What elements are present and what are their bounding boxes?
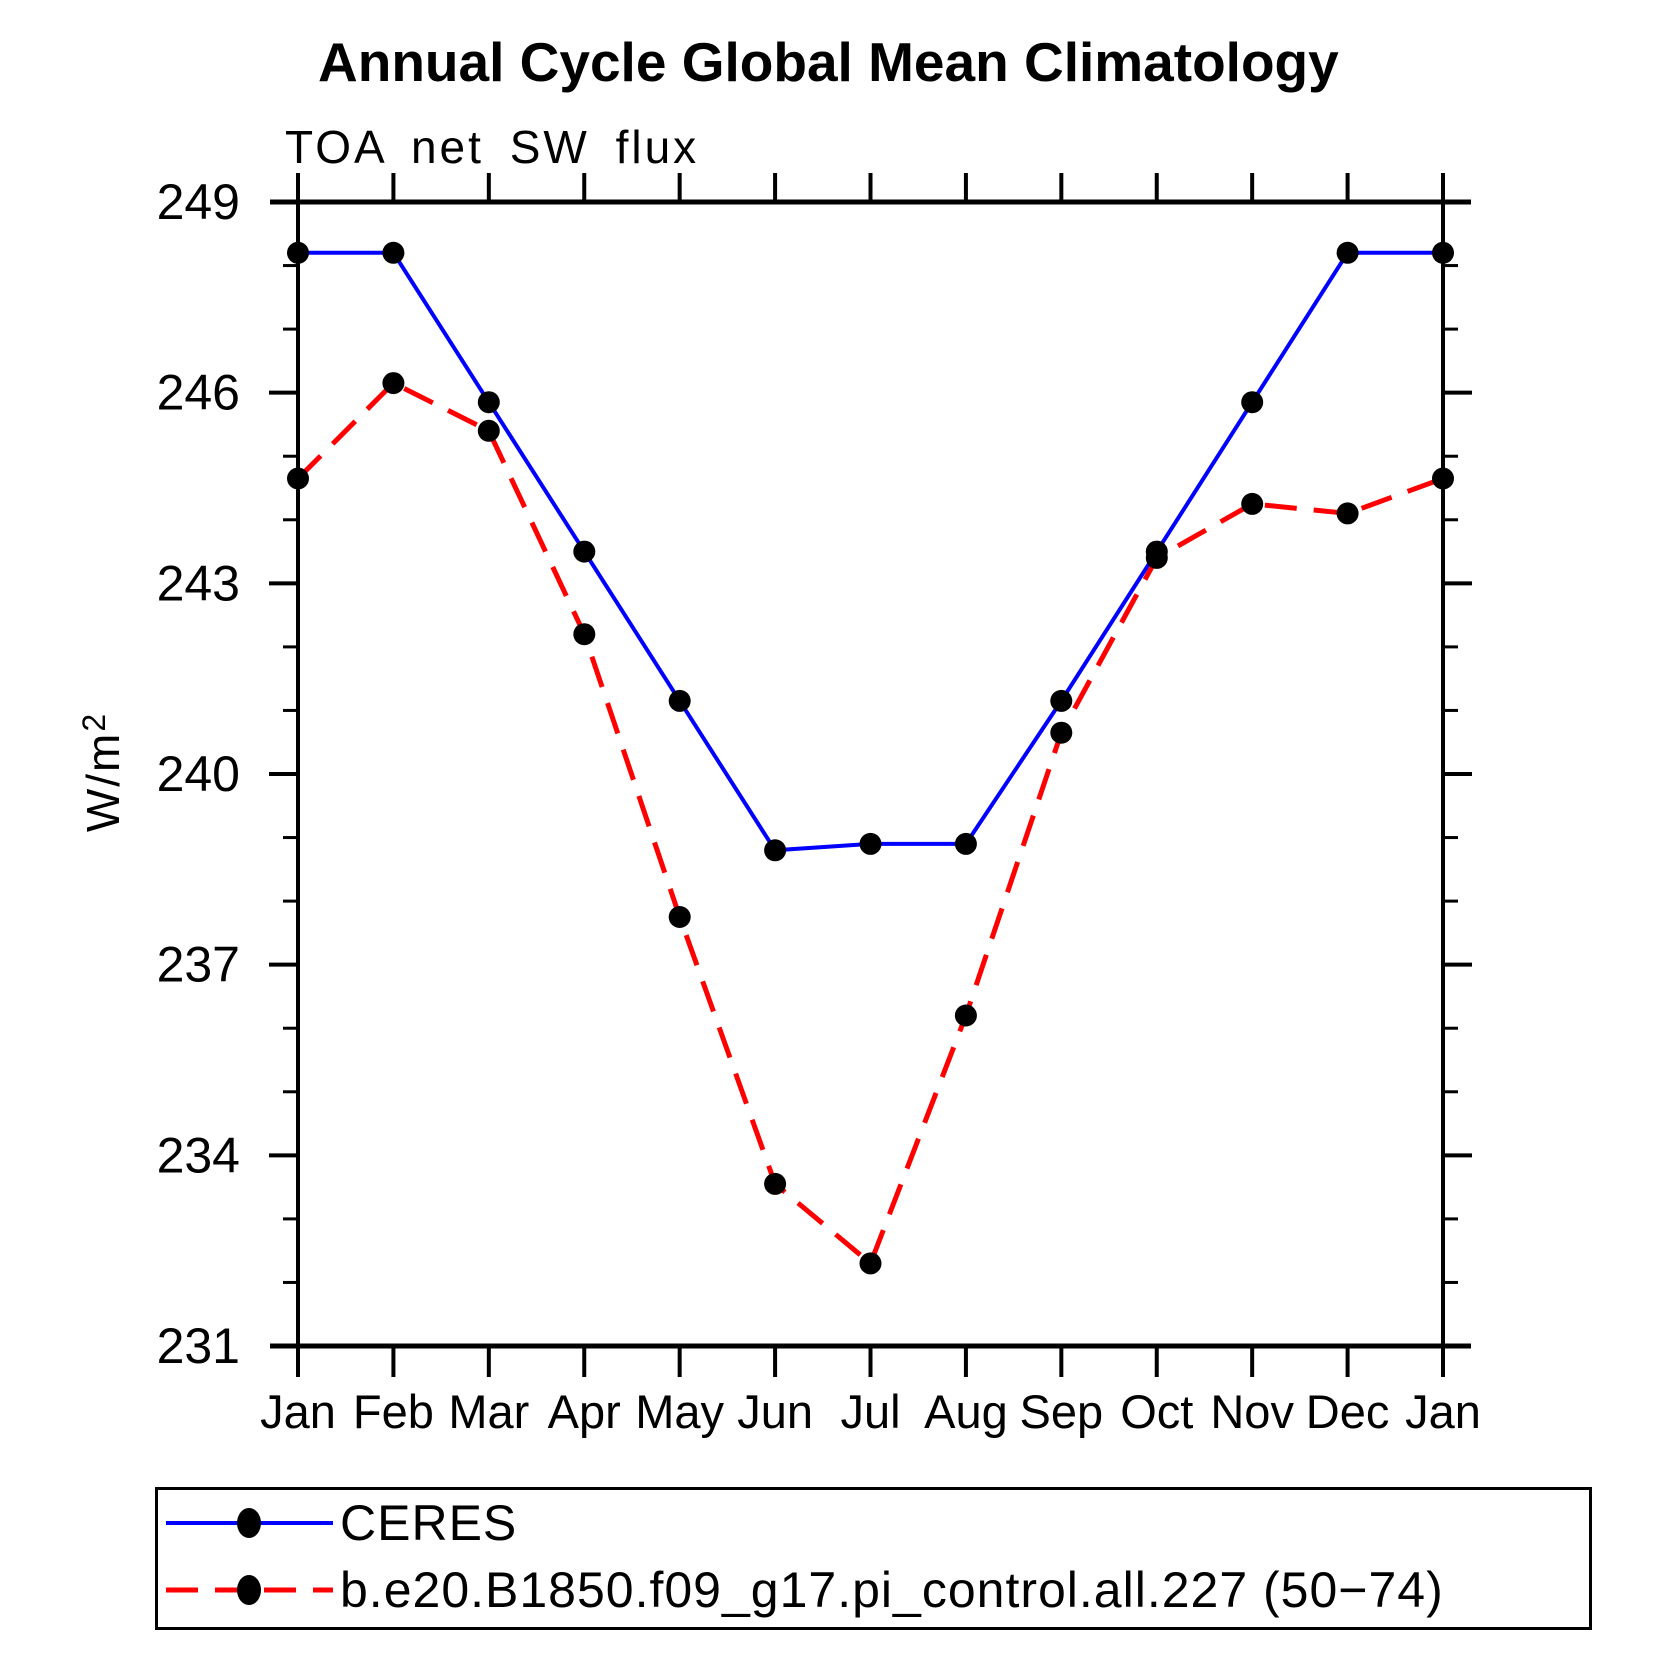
y-tick-label: 246 [157,365,240,421]
y-tick-label: 237 [157,937,240,993]
data-point [1432,241,1454,264]
data-point [1050,689,1073,712]
data-point [287,241,309,264]
x-tick-label: Sep [1020,1385,1104,1438]
x-tick-label: Aug [924,1385,1008,1438]
data-point [382,241,405,264]
x-tick-label: Oct [1120,1385,1193,1438]
data-point [1050,721,1073,744]
data-point [1145,546,1168,569]
x-tick-label: Apr [548,1385,621,1438]
x-tick-label: Feb [353,1385,434,1438]
data-point [1432,467,1454,490]
axis-labels: 231 234 237 240 243 246 249 Jan Feb Mar Apr May Jun J… [157,174,1481,1438]
x-tick-label: Jun [737,1385,813,1438]
x-tick-label: Dec [1306,1385,1390,1438]
data-point [764,839,787,862]
series-line-1 [296,380,1444,1268]
data-point [573,540,596,563]
x-tick-label: Nov [1210,1385,1294,1438]
data-point [382,372,405,395]
legend-sample-ceres-line-icon [166,1508,333,1538]
legend-sample-model-line-icon [166,1575,333,1605]
data-point [954,1004,977,1027]
data-point [859,1252,882,1275]
data-point [668,689,691,712]
axes [269,173,1472,1377]
chart-subtitle: TOA net SW flux [285,121,700,173]
x-tick-label: Jul [840,1385,900,1438]
data-point [764,1172,787,1195]
data-point [1336,241,1359,264]
legend-label-ceres: CERES [340,1495,518,1551]
data-point [1241,391,1264,414]
y-tick-label: 243 [157,555,240,611]
y-tick-label: 240 [157,746,240,802]
data-point [954,832,977,855]
series-lines [296,250,1444,1268]
x-tick-label: Mar [448,1385,529,1438]
data-point [1336,502,1359,525]
x-tick-label: May [635,1385,724,1438]
data-point [287,467,309,490]
x-tick-label: Jan [260,1385,336,1438]
y-tick-label: 234 [157,1127,240,1183]
y-tick-label: 231 [157,1318,240,1374]
legend-label-model: b.e20.B1850.f09_g17.pi_control.all.227 (… [340,1562,1444,1618]
data-point [1241,492,1264,515]
series-line-0 [298,250,1443,853]
data-point [668,906,691,928]
data-point [477,419,500,442]
data-point [573,623,596,646]
chart-title: Annual Cycle Global Mean Climatology [318,31,1339,93]
x-tick-label: Jan [1405,1385,1481,1438]
y-tick-label: 249 [157,174,240,230]
data-point [477,391,500,414]
series-markers [287,241,1454,1275]
legend: CERES b.e20.B1850.f09_g17.pi_control.all… [155,1487,1592,1630]
data-point [859,832,882,855]
legend-item-model: b.e20.B1850.f09_g17.pi_control.all.227 (… [163,1561,1444,1619]
legend-item-ceres: CERES [163,1494,517,1552]
